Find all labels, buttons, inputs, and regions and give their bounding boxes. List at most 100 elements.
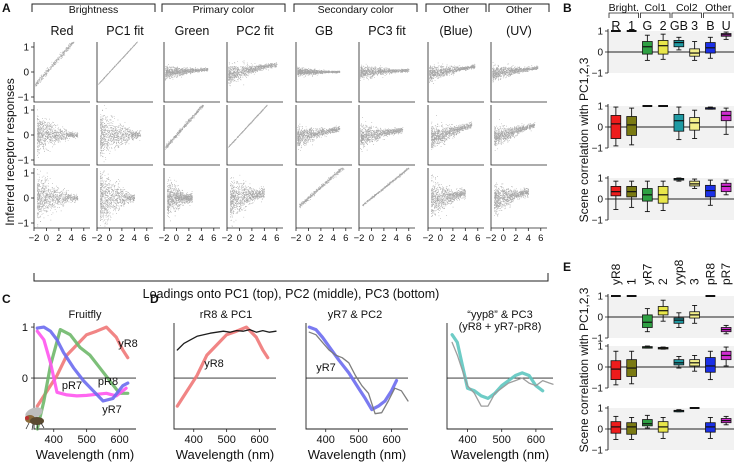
x-tick-label: 0 [174,233,179,244]
category-label: yyp8 [672,259,686,285]
cell-axes [96,105,153,166]
group-label: Col2 [676,2,698,14]
x-tick-label: 6 [406,233,411,244]
box-body [642,41,653,55]
scatter-cell-r2-c3: −2 0 2 4 6 [222,168,283,244]
scatter-cell-r0-c4 [295,42,352,103]
box-body [720,182,732,193]
y-tick-label: 1 [22,322,28,334]
y-tick-label: −1 [592,144,604,155]
cell-axes [358,42,415,103]
scatter-cell-r2-c0: 10−1−2 0 2 4 6 [18,168,90,244]
y-tick-label: 0 [23,131,29,142]
scatter-points [35,41,75,87]
y-tick-label: −1 [18,156,30,167]
y-tick-label: 0 [23,194,29,205]
scatter-cell-r0-c3 [226,42,283,103]
scatter-cell-r2-c2: −2 0 2 4 6 [159,168,220,244]
x-tick-label: 4 [526,233,531,244]
y-tick-label: 1 [597,342,603,353]
box-body [642,314,653,328]
plot-subtitle: (yR8 + yR7-pR8) [459,321,542,333]
cell-axes [33,105,90,166]
y-tick-label: 1 [597,292,603,303]
x-tick-label: 0 [107,233,112,244]
scatter-points [492,62,539,83]
category-label: 3 [691,19,698,33]
scatter-cell-r2-c4: −2 0 2 4 6 [291,167,352,244]
panel-letter-e: E [563,260,571,274]
box-body [642,419,653,427]
x-tick-label: 6 [81,233,86,244]
category-label: 1 [628,19,635,33]
category-label: 1 [625,278,639,285]
panel-letter-c: C [2,292,11,306]
y-tick-label: −1 [18,219,30,230]
scatter-points [37,169,79,227]
scatter-points [431,174,466,219]
line-pR8 [35,328,130,431]
panel-a-scatter-grid: 10−110−110−1−2 0 2 4 6 −2 0 2 4 6 −2 0 2 4 6 −2 0 2 4 6 −2 0 2… [18,41,547,244]
x-tick-label: 6 [343,233,348,244]
y-tick-label: 0 [22,373,28,385]
x-tick-label: −2 [92,233,103,244]
scatter-points [494,118,536,151]
panel-a-group-headers: Brightness Primary color Secondary color Ot… [31,3,550,16]
x-tick-label: 600 [527,434,545,446]
panel-a-xlabel-bracket [33,273,549,282]
scatter-points [100,104,142,163]
x-tick-label: −2 [486,233,497,244]
y-tick-label: −1 [592,216,604,227]
x-axis-label: Wavelength (nm) [451,447,550,462]
x-tick-label: −2 [222,233,233,244]
box-body [705,357,716,373]
box-body [626,116,637,136]
box-body [626,422,637,435]
plot-title: rR8 & PC1 [200,309,253,321]
y-tick-label: 0 [597,313,603,324]
scatter-points [37,109,79,158]
y-tick-label: −1 [592,446,604,457]
series-label-pR8: pR8 [98,376,118,388]
x-tick-label: 500 [493,434,511,446]
x-tick-label: 0 [44,233,49,244]
scatter-cell-r1-c2 [163,104,220,166]
group-bracket [31,3,156,12]
x-axis-label: Wavelength (nm) [176,447,275,462]
cell-axes [33,42,90,103]
series-label-yR7-d: yR7 [316,362,336,374]
x-tick-label: 400 [317,434,335,446]
x-tick-label: 600 [382,434,400,446]
group-label: Other [506,4,533,16]
plot-axes [33,323,136,430]
scatter-points [167,177,193,222]
x-tick-label: 4 [69,233,74,244]
panel-b-ylabel: Scene correlation with PC1,2,3 [577,57,591,222]
x-tick-label: 400 [45,434,63,446]
x-tick-label: −2 [423,233,434,244]
scatter-cell-r0-c7 [490,42,547,103]
y-tick-label: 0 [597,48,603,59]
x-tick-label: 0 [438,233,443,244]
y-tick-label: 1 [23,169,29,180]
y-tick-label: 0 [597,123,603,134]
x-tick-label: 400 [185,434,203,446]
x-tick-label: 600 [110,434,128,446]
cell-axes [427,105,484,166]
column-title: (Blue) [439,24,472,38]
group-label: Col1 [644,2,666,14]
y-tick-label: 1 [23,43,29,54]
panel-e-ylabel: Scene correlation with PC1,2,3 [577,287,591,452]
plot-title: yR7 & PC2 [328,309,382,321]
column-title: Green [175,24,210,38]
x-tick-label: 4 [199,233,204,244]
category-label: 2 [660,19,667,33]
y-tick-label: −1 [592,69,604,80]
group-bracket [640,12,671,18]
box-body [610,115,622,139]
x-axis-label: Wavelength (nm) [308,447,407,462]
scatter-points [299,167,345,209]
category-label: yR7 [640,263,654,285]
